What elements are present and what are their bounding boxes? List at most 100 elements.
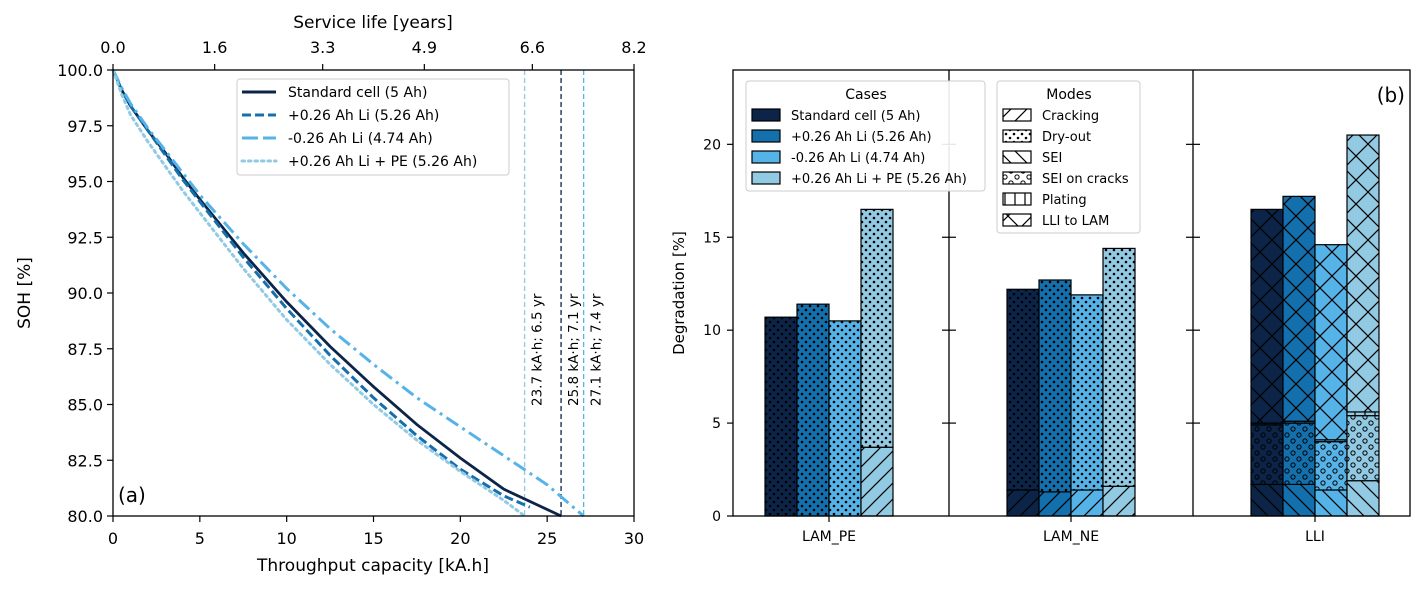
- legend-label: SEI: [1042, 151, 1062, 166]
- legend-label: -0.26 Ah Li (4.74 Ah): [791, 151, 925, 166]
- x-tick-label: 5: [195, 529, 205, 548]
- legend-box: [236, 78, 510, 176]
- modes-legend: Modes Cracking Dry-out SEI SEI on cracks Pla…: [996, 80, 1141, 234]
- legend-swatch: [1002, 171, 1032, 185]
- bar-segment: [1038, 279, 1072, 493]
- vertical-marker-label: 23.7 kA·h; 6.5 yr: [530, 293, 546, 406]
- secondary-x-tick-label: 4.9: [412, 38, 437, 57]
- vertical-marker-label: 27.1 kA·h; 7.4 yr: [589, 293, 605, 406]
- legend-swatch: [1002, 192, 1032, 206]
- bar-segment: [1346, 134, 1380, 413]
- legend-label: +0.26 Ah Li + PE (5.26 Ah): [288, 154, 477, 170]
- legend-swatch: [751, 129, 781, 143]
- y-tick-label: 87.5: [67, 340, 103, 359]
- y-axis-label: SOH [%]: [15, 257, 35, 329]
- x-tick-label: LAM_PE: [802, 529, 856, 545]
- legend-swatch: [1002, 129, 1032, 143]
- legend-swatch: [1002, 108, 1032, 122]
- legend-title: Cases: [845, 87, 887, 103]
- legend-swatch: [751, 150, 781, 164]
- bar-segment: [1282, 483, 1316, 517]
- panel-label-a: (a): [118, 483, 146, 507]
- x-tick-label: 15: [363, 529, 383, 548]
- x-tick-label: LLI: [1305, 529, 1325, 545]
- legend-label: Dry-out: [1042, 130, 1091, 145]
- y-tick-label: 92.5: [67, 228, 103, 247]
- series-line-1: [111, 69, 531, 509]
- y-tick-label: 97.5: [67, 117, 103, 136]
- legend-label: Standard cell (5 Ah): [288, 85, 427, 101]
- legend-swatch: [751, 108, 781, 122]
- y-tick-label: 80.0: [67, 507, 103, 526]
- x-tick-label: 30: [624, 529, 644, 548]
- legend-label: +0.26 Ah Li + PE (5.26 Ah): [791, 172, 967, 187]
- vertical-markers: 23.7 kA·h; 6.5 yr 25.8 kA·h; 7.1 yr 27.1 k…: [523, 70, 605, 516]
- legend-title: Modes: [1046, 87, 1091, 103]
- x-tick-label: 20: [450, 529, 470, 548]
- series-line-2: [111, 69, 585, 518]
- secondary-x-axis-label: Service life [years]: [293, 13, 453, 33]
- legend-label: Standard cell (5 Ah): [791, 109, 920, 124]
- legend-label: LLI to LAM: [1042, 214, 1109, 229]
- bar-segment: [1346, 480, 1380, 517]
- bar-segment: [1250, 424, 1284, 486]
- cases-legend: Cases Standard cell (5 Ah) +0.26 Ah Li (5…: [745, 80, 986, 192]
- bar-segment: [1282, 422, 1316, 486]
- bar-segment: [1314, 441, 1348, 491]
- legend-label: SEI on cracks: [1042, 172, 1129, 187]
- y-tick-label: 90.0: [67, 284, 103, 303]
- y-axis-label: Degradation [%]: [670, 231, 688, 355]
- bar-segment: [860, 208, 894, 448]
- x-tick-label: LAM_NE: [1043, 529, 1099, 545]
- bar-segment: [1250, 208, 1284, 424]
- series-line-0: [111, 69, 562, 518]
- legend-label: +0.26 Ah Li (5.26 Ah): [791, 130, 932, 145]
- x-tick-label: 0: [108, 529, 118, 548]
- y-tick-label: 10: [703, 323, 721, 339]
- axis-ticks: 0 5 10 15 20 25 30 80.0 82.5 85.0 87.5 90.0 92.5 95.0…: [57, 38, 647, 548]
- legend-label: +0.26 Ah Li (5.26 Ah): [288, 108, 439, 124]
- panel-label-b: (b): [1377, 83, 1405, 107]
- bar-segment: [1070, 489, 1104, 517]
- bar-segment: [1006, 489, 1040, 517]
- x-axis-label: Throughput capacity [kA.h]: [256, 556, 489, 576]
- secondary-x-tick-label: 6.6: [520, 38, 545, 57]
- legend-label: -0.26 Ah Li (4.74 Ah): [288, 131, 433, 147]
- line-chart-panel: 23.7 kA·h; 6.5 yr 25.8 kA·h; 7.1 yr 27.1 k…: [15, 13, 647, 576]
- bar-segment: [1314, 244, 1348, 441]
- legend-label: Plating: [1042, 193, 1087, 208]
- bar-segment: [828, 320, 862, 517]
- secondary-x-tick-label: 8.2: [621, 38, 646, 57]
- y-tick-label: 85.0: [67, 396, 103, 415]
- bar-segment: [1282, 195, 1316, 422]
- bar-segment: [1102, 247, 1136, 487]
- bar-segment: [1006, 288, 1040, 491]
- bar-segment: [860, 446, 894, 517]
- secondary-x-tick-label: 3.3: [310, 38, 335, 57]
- x-tick-label: 10: [276, 529, 296, 548]
- secondary-x-tick-label: 0.0: [100, 38, 125, 57]
- legend-swatch: [1002, 150, 1032, 164]
- legend-box: [745, 80, 986, 192]
- y-tick-label: 0: [712, 509, 721, 525]
- y-tick-label: 20: [703, 137, 721, 153]
- y-tick-label: 95.0: [67, 173, 103, 192]
- bar-segment: [764, 316, 798, 517]
- y-tick-label: 5: [712, 416, 721, 432]
- y-tick-label: 100.0: [57, 61, 103, 80]
- line-legend: Standard cell (5 Ah) +0.26 Ah Li (5.26 Ah…: [236, 78, 510, 176]
- bar-segment: [1070, 294, 1104, 491]
- legend-box: [996, 80, 1141, 234]
- bar-segment: [1314, 489, 1348, 517]
- x-tick-label: 25: [537, 529, 557, 548]
- bar-segment: [1250, 483, 1284, 517]
- y-tick-label: 82.5: [67, 451, 103, 470]
- axis-ticks: 0 5 10 15 20 LAM_PE LAM_NE LLI: [703, 137, 1325, 545]
- bar-segment: [1346, 415, 1380, 482]
- legend-swatch: [1002, 213, 1032, 227]
- secondary-x-tick-label: 1.6: [202, 38, 227, 57]
- bar-segment: [796, 303, 830, 517]
- bar-segment: [1102, 485, 1136, 517]
